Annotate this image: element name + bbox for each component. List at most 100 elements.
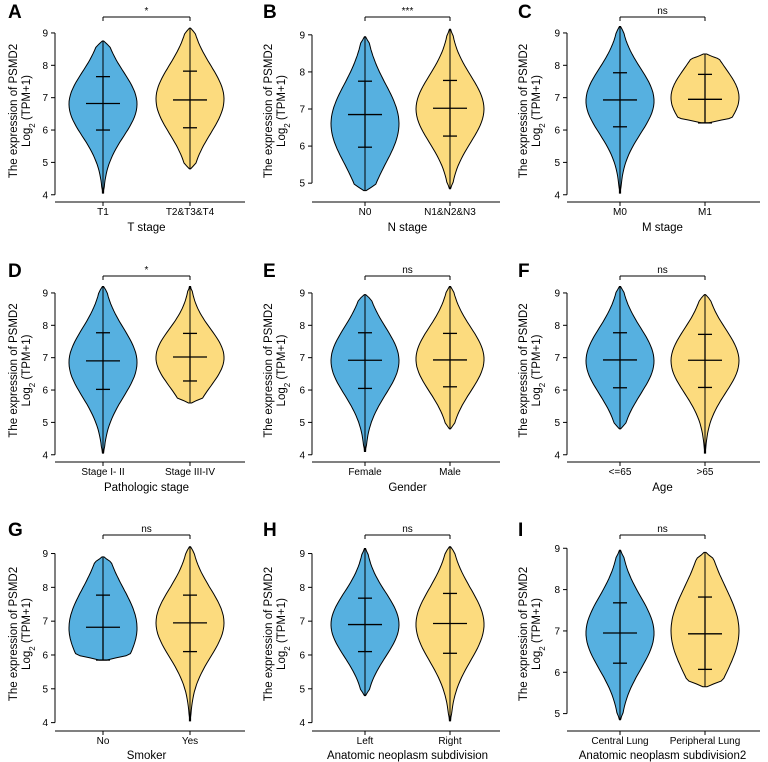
y-tick-label: 5 — [554, 709, 560, 720]
significance-label: ns — [402, 524, 413, 535]
x-tick-label: No — [97, 736, 110, 747]
y-axis-label-unit: (TPM+1) — [21, 75, 33, 123]
panel-b: B 5 6 7 8 9 The expression of PSMD2 Log2 (TPM+1… — [263, 2, 500, 234]
x-tick-label: Yes — [182, 736, 198, 747]
y-tick-label: 9 — [42, 549, 48, 560]
panel-letter: C — [518, 2, 532, 23]
y-axis-label-log: Log — [531, 651, 543, 670]
y-axis-label-line1: The expression of PSMD2 — [8, 44, 20, 178]
y-tick-label: 5 — [299, 684, 305, 695]
x-tick-label: Peripheral Lung — [670, 736, 741, 747]
y-axis-label-log: Log — [21, 387, 33, 406]
significance-label: * — [145, 6, 149, 17]
y-axis-label-line1: The expression of PSMD2 — [518, 44, 530, 178]
y-axis-label-subscript: 2 — [538, 123, 547, 128]
x-axis-title: Anatomic neoplasm subdivision — [327, 750, 488, 762]
y-axis-label-log: Log — [276, 387, 288, 406]
panel-letter: E — [263, 261, 276, 282]
y-tick-label: 8 — [42, 61, 48, 72]
y-tick-label: 9 — [42, 288, 48, 299]
x-tick-label: T1 — [97, 207, 109, 218]
panel-h: H 4 5 6 7 8 9 The expression of PSMD2 Log2 (TPM+… — [263, 520, 500, 762]
y-axis-label-line1: The expression of PSMD2 — [263, 567, 275, 701]
y-tick-label: 8 — [299, 583, 305, 594]
x-tick-label: Left — [357, 736, 374, 747]
y-tick-label: 5 — [299, 418, 305, 429]
y-tick-label: 7 — [299, 353, 305, 364]
y-tick-label: 7 — [42, 617, 48, 628]
y-tick-label: 9 — [299, 288, 305, 299]
y-axis-label-unit: (TPM+1) — [21, 598, 33, 646]
y-axis-label-unit: (TPM+1) — [21, 334, 33, 382]
y-axis-label-line1: The expression of PSMD2 — [518, 567, 530, 701]
y-tick-label: 7 — [42, 93, 48, 104]
x-tick-label: Central Lung — [591, 736, 648, 747]
x-axis-title: Smoker — [127, 750, 167, 762]
y-tick-label: 9 — [299, 549, 305, 560]
y-tick-label: 4 — [42, 718, 48, 729]
y-axis-label-unit: (TPM+1) — [531, 334, 543, 382]
x-tick-label: M0 — [613, 207, 627, 218]
x-tick-label: Stage I- II — [81, 467, 124, 478]
x-axis-title: Gender — [388, 482, 427, 494]
x-axis-title: T stage — [127, 222, 165, 234]
panel-letter: H — [263, 520, 277, 541]
y-tick-label: 5 — [42, 684, 48, 695]
significance-label: ns — [657, 6, 668, 17]
y-axis-label-subscript: 2 — [28, 382, 37, 387]
x-tick-label: T2&T3&T4 — [166, 207, 215, 218]
y-tick-label: 6 — [42, 650, 48, 661]
y-tick-label: 8 — [554, 585, 560, 596]
y-tick-label: 5 — [554, 158, 560, 169]
significance-label: ns — [657, 265, 668, 276]
x-tick-label: Right — [438, 736, 462, 747]
y-tick-label: 8 — [554, 321, 560, 332]
y-tick-label: 4 — [299, 718, 305, 729]
significance-label: *** — [402, 6, 414, 17]
y-tick-label: 4 — [554, 450, 560, 461]
significance-label: ns — [657, 524, 668, 535]
y-axis-label-subscript: 2 — [538, 382, 547, 387]
y-tick-label: 9 — [554, 288, 560, 299]
y-tick-label: 9 — [299, 30, 305, 41]
y-axis-label-subscript: 2 — [283, 646, 292, 651]
y-axis-label-log: Log — [21, 128, 33, 147]
y-axis-label-subscript: 2 — [283, 123, 292, 128]
y-axis-label-line1: The expression of PSMD2 — [263, 303, 275, 437]
y-axis-label-line2: Log2 (TPM+1) — [21, 598, 37, 670]
panel-letter: I — [518, 520, 523, 541]
y-axis-label-subscript: 2 — [283, 382, 292, 387]
y-tick-label: 9 — [42, 28, 48, 39]
y-axis-label-line2: Log2 (TPM+1) — [21, 334, 37, 406]
y-axis-label-line2: Log2 (TPM+1) — [21, 75, 37, 147]
y-tick-label: 4 — [42, 190, 48, 201]
y-axis-label-log: Log — [531, 387, 543, 406]
panel-e: E 4 5 6 7 8 9 The expression of PSMD2 Log2 (TPM+… — [263, 261, 500, 494]
x-axis-title: Anatomic neoplasm subdivision2 — [579, 750, 746, 762]
y-tick-label: 7 — [554, 626, 560, 637]
y-axis-label-line2: Log2 (TPM+1) — [276, 334, 292, 406]
y-tick-label: 9 — [554, 544, 560, 555]
y-tick-label: 7 — [554, 93, 560, 104]
y-tick-label: 6 — [554, 386, 560, 397]
y-axis-label-subscript: 2 — [28, 123, 37, 128]
x-axis-title: Pathologic stage — [104, 482, 189, 494]
y-axis-label-line1: The expression of PSMD2 — [8, 567, 20, 701]
panel-letter: B — [263, 2, 277, 23]
y-axis-label-subscript: 2 — [28, 646, 37, 651]
y-tick-label: 6 — [299, 142, 305, 153]
y-tick-label: 6 — [554, 668, 560, 679]
x-axis-title: N stage — [388, 222, 428, 234]
y-tick-label: 6 — [299, 386, 305, 397]
y-axis-label-log: Log — [276, 651, 288, 670]
panel-f: F 4 5 6 7 8 9 The expression of PSMD2 Log2 (TPM+… — [518, 261, 760, 494]
y-axis-label-line1: The expression of PSMD2 — [8, 303, 20, 437]
y-tick-label: 5 — [554, 418, 560, 429]
y-tick-label: 6 — [554, 126, 560, 137]
y-tick-label: 4 — [554, 190, 560, 201]
x-axis-title: Age — [652, 482, 672, 494]
x-tick-label: <=65 — [609, 467, 632, 478]
significance-label: ns — [402, 265, 413, 276]
y-tick-label: 4 — [299, 450, 305, 461]
